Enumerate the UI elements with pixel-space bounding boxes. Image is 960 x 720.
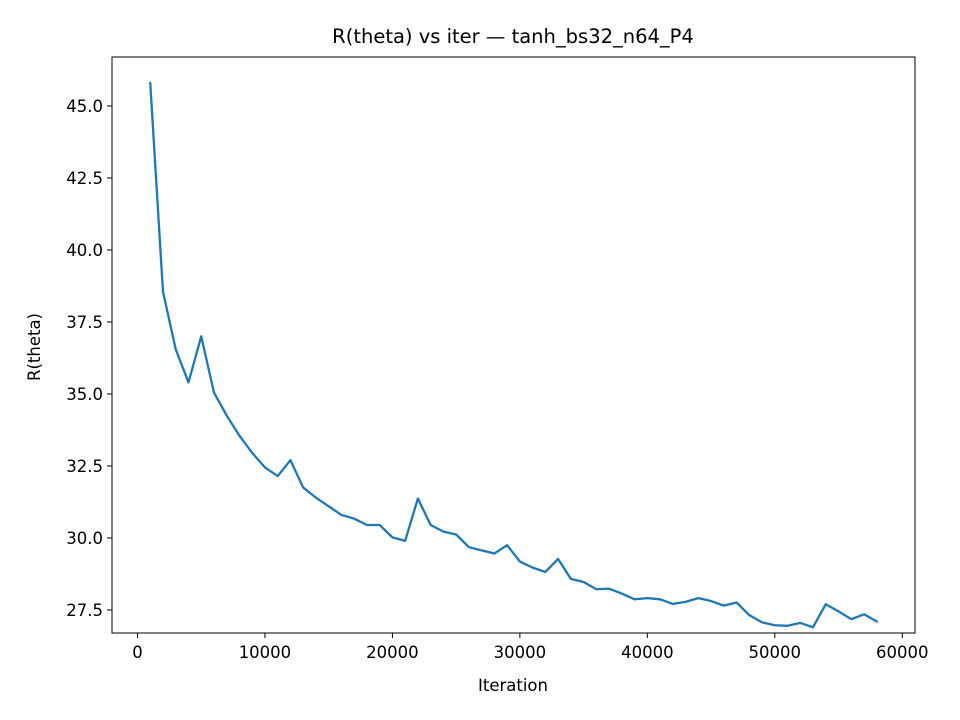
y-tick-label: 32.5 (66, 457, 103, 476)
x-tick-label: 20000 (366, 643, 419, 662)
plot-area: 0 10000 20000 30000 40000 50000 60000 27.5 30.0 3… (66, 56, 929, 662)
axes-frame (111, 56, 916, 634)
x-tick-label: 30000 (494, 643, 547, 662)
series-line (149, 81, 879, 629)
chart-title: R(theta) vs iter — tanh_bs32_n64_P4 (332, 25, 694, 48)
y-axis-label: R(theta) (25, 313, 44, 381)
x-tick-label: 0 (132, 643, 143, 662)
x-axis-label: Iteration (478, 676, 548, 695)
y-tick-label: 27.5 (66, 601, 103, 620)
x-tick-label: 10000 (239, 643, 292, 662)
y-tick-label: 45.0 (66, 97, 103, 116)
x-tick-label: 50000 (749, 643, 802, 662)
y-tick-label: 42.5 (66, 169, 103, 188)
x-tick-label: 60000 (876, 643, 929, 662)
y-tick-label: 30.0 (66, 529, 103, 548)
x-tick-label: 40000 (621, 643, 674, 662)
y-tick-label: 40.0 (66, 241, 103, 260)
y-tick-label: 37.5 (66, 313, 103, 332)
y-tick-label: 35.0 (66, 385, 103, 404)
